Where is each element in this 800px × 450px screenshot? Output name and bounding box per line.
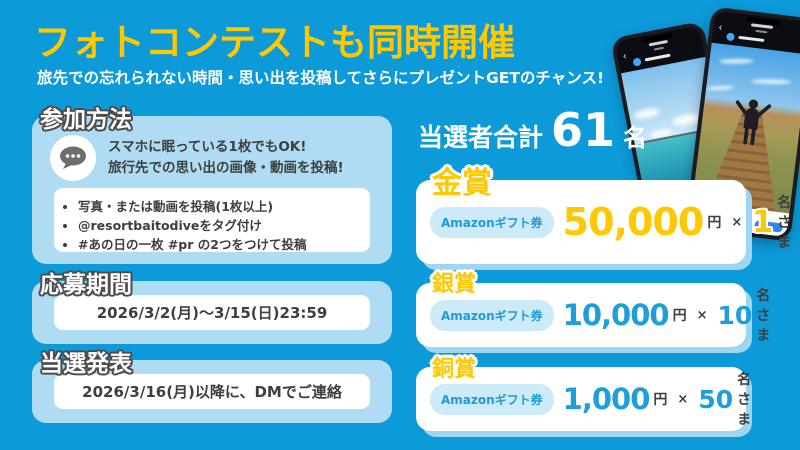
phone-right-screen: ‹ bbox=[689, 10, 800, 238]
section-heading-announcement: 当選発表 bbox=[40, 351, 132, 377]
times-symbol: × bbox=[696, 307, 708, 323]
speech-bubble-icon bbox=[50, 135, 96, 181]
section-heading-participation: 参加方法 bbox=[40, 107, 132, 133]
page-subtitle: 旅先での忘れられない時間・思い出を投稿してさらにプレゼントGETのチャンス! bbox=[37, 69, 605, 87]
participation-step: @resortbaitodiveをタグ付け bbox=[78, 216, 370, 235]
winners-label: 当選者合計 bbox=[418, 123, 544, 152]
cloud bbox=[706, 84, 735, 91]
winners-total: 当選者合計 61 名 bbox=[418, 103, 648, 157]
prize-rank-gold: 金賞 bbox=[432, 166, 492, 201]
person-arms-raised bbox=[735, 99, 772, 146]
participation-step: 写真・または動画を投稿(1枚以上) bbox=[78, 197, 370, 216]
cloud bbox=[719, 58, 754, 64]
participation-card: スマホに眠っている1枚でもOK! 旅行先での思い出の画像・動画を投稿! 写真・ま… bbox=[32, 116, 392, 264]
prize-card-silver: Amazonギフト券 10,000 円 × 10 名さま bbox=[416, 283, 770, 347]
avatar bbox=[726, 32, 735, 42]
prize-amount: 10,000 bbox=[562, 298, 670, 332]
prize-card-bronze: Amazonギフト券 1,000 円 × 50 名さま bbox=[416, 367, 751, 431]
prize-card-gold: Amazonギフト券 50,000 円 × 1 名さま bbox=[416, 180, 791, 264]
page-title: フォトコンテストも同時開催 bbox=[34, 21, 515, 64]
username-bar bbox=[644, 53, 671, 62]
times-symbol: × bbox=[677, 391, 689, 407]
announcement-card: 2026/3/16(月)以降に、DMでご連絡 bbox=[32, 360, 392, 423]
winner-count: 50 bbox=[698, 384, 734, 414]
prize-amount: 50,000 bbox=[562, 200, 705, 244]
participation-steps-box: 写真・または動画を投稿(1枚以上) @resortbaitodiveをタグ付け … bbox=[54, 188, 370, 252]
times-symbol: × bbox=[731, 214, 743, 230]
winner-count-unit: 名さま bbox=[756, 288, 771, 344]
phone-right: ‹ bbox=[684, 6, 800, 242]
winner-count: 1 bbox=[752, 204, 774, 240]
participation-line2: 旅行先での思い出の画像・動画を投稿! bbox=[108, 160, 344, 176]
prize-rank-silver: 銀賞 bbox=[432, 272, 477, 297]
winner-count-unit: 名さま bbox=[737, 372, 752, 428]
amazon-gift-pill: Amazonギフト券 bbox=[430, 299, 554, 331]
period-value: 2026/3/2(月)〜3/15(日)23:59 bbox=[54, 295, 370, 330]
section-heading-period: 応募期間 bbox=[40, 272, 132, 298]
currency-label: 円 bbox=[653, 392, 668, 408]
prize-rank-bronze: 銅賞 bbox=[432, 357, 477, 382]
participation-intro: スマホに眠っている1枚でもOK! 旅行先での思い出の画像・動画を投稿! bbox=[108, 137, 344, 179]
amazon-gift-pill: Amazonギフト券 bbox=[430, 383, 554, 415]
back-icon: ‹ bbox=[621, 51, 628, 63]
prize-amount: 1,000 bbox=[562, 382, 651, 416]
username-bar bbox=[738, 35, 765, 42]
amazon-gift-pill: Amazonギフト券 bbox=[430, 206, 554, 238]
winner-count: 10 bbox=[717, 300, 753, 330]
announcement-value: 2026/3/16(月)以降に、DMでご連絡 bbox=[54, 374, 370, 409]
currency-label: 円 bbox=[672, 308, 687, 324]
participation-line1: スマホに眠っている1枚でもOK! bbox=[108, 139, 307, 155]
back-icon: ‹ bbox=[717, 22, 724, 34]
winners-unit: 名 bbox=[623, 124, 648, 152]
winner-count-unit: 名さま bbox=[777, 195, 792, 251]
period-card: 2026/3/2(月)〜3/15(日)23:59 bbox=[32, 281, 392, 344]
avatar bbox=[632, 57, 642, 67]
winners-count: 61 bbox=[551, 103, 616, 157]
participation-step: #あの日の一枚 #pr の2つをつけて投稿 bbox=[78, 235, 370, 254]
currency-label: 円 bbox=[707, 215, 722, 231]
boardwalk-photo bbox=[692, 42, 800, 214]
cloud bbox=[751, 78, 792, 85]
